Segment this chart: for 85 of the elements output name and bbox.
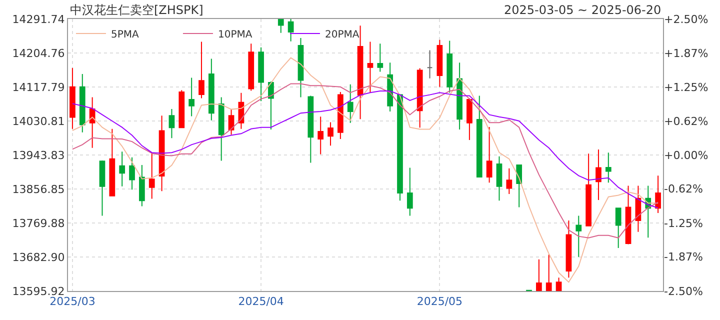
candlestick: [268, 81, 274, 130]
line-series: [72, 90, 659, 208]
candlestick: [248, 43, 254, 92]
candlestick: [397, 94, 403, 202]
y2-tick-label: +1.25%: [664, 80, 708, 94]
y-tick-label: 14291.74: [12, 12, 65, 26]
candlestick: [168, 108, 175, 139]
candlestick: [357, 25, 364, 120]
chart-title: 中汉花生仁卖空[ZHSPK]: [70, 3, 204, 17]
legend-label: 20PMA: [324, 29, 360, 40]
candlestick: [139, 164, 145, 207]
y2-tick-label: -1.87%: [664, 250, 703, 264]
candlestick: [516, 164, 522, 208]
legend-label: 5PMA: [110, 29, 139, 40]
x-tick-label: 2025/03: [50, 295, 96, 308]
y2-tick-label: -0.62%: [664, 182, 703, 196]
y2-tick-label: +2.50%: [664, 12, 708, 26]
candlestick: [416, 68, 423, 128]
y-tick-label: 13595.92: [12, 284, 65, 298]
candlestick: [99, 160, 106, 216]
candlestick: [308, 95, 314, 164]
line-series: [72, 57, 659, 283]
candlestick: [655, 175, 661, 214]
candlestick: [625, 185, 632, 245]
candlestick: [576, 215, 582, 258]
candlestick: [596, 148, 602, 200]
y-tick-label: 13769.88: [12, 216, 65, 230]
candlestick: [148, 153, 155, 200]
candlestick: [426, 50, 433, 79]
y-tick-label: 13682.90: [12, 250, 65, 264]
candlestick: [635, 185, 642, 232]
candlestick: [367, 41, 374, 94]
candlestick: [546, 254, 552, 291]
y2-tick-label: +0.62%: [664, 115, 708, 128]
candlestick: [318, 116, 324, 155]
y2-tick-label: +0.00%: [664, 148, 708, 162]
candlestick: [338, 91, 344, 140]
candlestick: [328, 122, 334, 146]
candlestick: [258, 46, 264, 102]
candlestick: [377, 43, 384, 72]
candlestick: [288, 19, 294, 42]
y-tick-label: 14030.81: [12, 114, 65, 128]
candlestick: [615, 208, 622, 249]
candlestick: [218, 96, 224, 162]
candlestick: [506, 168, 512, 194]
candlestick: [109, 128, 116, 196]
candlestick: [566, 220, 572, 278]
x-tick-label: 2025/04: [238, 295, 284, 308]
candlestick: [496, 156, 502, 202]
candlestick: [208, 58, 214, 121]
line-series: [72, 83, 659, 238]
candlestick: [446, 40, 453, 94]
candlestick: [119, 151, 126, 187]
chart-subtitle: 2025-03-05 ~ 2025-06-20: [504, 3, 662, 17]
y-tick-label: 14204.76: [12, 46, 65, 60]
candlestick: [556, 277, 562, 291]
candlestick: [456, 62, 462, 130]
candlestick: [466, 98, 472, 140]
y-tick-label: 14117.79: [12, 80, 65, 94]
candlestick: [536, 258, 542, 291]
candlestick: [89, 96, 96, 148]
candlestick: [586, 153, 592, 226]
candlestick: [178, 90, 185, 128]
candlestick: [198, 41, 204, 99]
candlestick: [476, 95, 482, 178]
candlestick: [436, 39, 443, 88]
candlestick: [298, 37, 304, 98]
candlestick: [347, 84, 354, 124]
candlestick: [605, 152, 612, 184]
candlestick: [228, 108, 234, 136]
candlestick: [278, 19, 284, 34]
candlestick: [486, 126, 492, 184]
y2-tick-label: -2.50%: [664, 284, 703, 298]
candlestick: [79, 73, 86, 133]
legend-label: 10PMA: [218, 29, 252, 40]
candlestick: [406, 167, 413, 216]
y2-tick-label: +1.87%: [664, 47, 708, 60]
x-tick-label: 2025/05: [416, 295, 463, 308]
candlestick: [70, 67, 76, 130]
y-tick-label: 13943.83: [12, 148, 65, 162]
y2-tick-label: -1.25%: [664, 216, 703, 230]
candlestick: [158, 115, 165, 192]
candlestick: [129, 156, 135, 190]
candlestick: [188, 77, 194, 117]
y-tick-label: 13856.85: [12, 182, 65, 196]
